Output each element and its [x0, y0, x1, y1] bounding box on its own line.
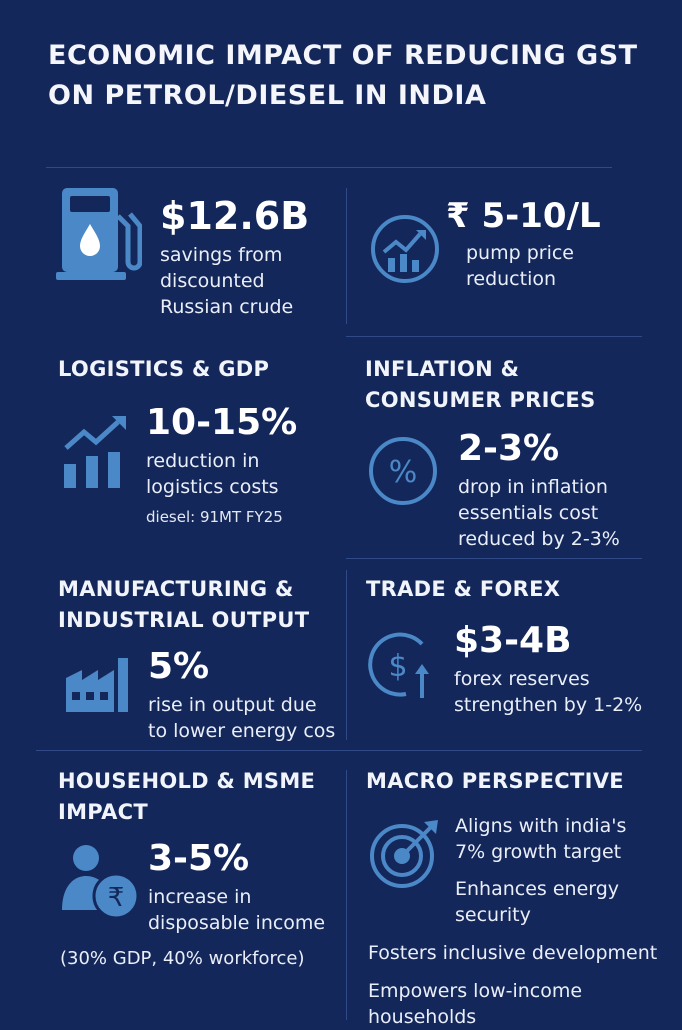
growth-chart-icon [62, 414, 128, 490]
household-value: 3-5% [148, 838, 250, 879]
page-title: ECONOMIC IMPACT OF REDUCING GST ON PETRO… [48, 40, 638, 111]
macro-heading: MACRO PERSPECTIVE [366, 769, 624, 793]
trade-desc: forex reserves strengthen by 1-2% [454, 668, 643, 716]
price-value: ₹ 5-10/L [446, 196, 601, 236]
manufacturing-value: 5% [148, 646, 210, 687]
manufacturing-desc: rise in output due to lower energy cos [148, 694, 336, 742]
factory-icon [66, 656, 132, 714]
percent-icon: % [368, 436, 438, 506]
savings-value: $12.6B [160, 194, 310, 238]
macro-bullet: Enhances energy security [455, 878, 620, 926]
divider [46, 167, 612, 168]
manufacturing-heading: MANUFACTURING & INDUSTRIAL OUTPUT [58, 577, 310, 632]
macro-bullet: Aligns with india's 7% growth target [455, 815, 627, 863]
trade-value: $3-4B [454, 620, 572, 661]
divider [346, 336, 642, 337]
chart-circle-icon [370, 214, 440, 284]
household-desc: increase in disposable income [148, 886, 326, 934]
inflation-heading: INFLATION & CONSUMER PRICES [365, 357, 596, 412]
dollar-up-icon: $ [366, 628, 438, 700]
svg-text:₹: ₹ [108, 883, 125, 913]
macro-bullet: Fosters inclusive development [368, 942, 658, 964]
svg-text:$: $ [388, 649, 407, 684]
price-desc: pump price reduction [466, 242, 574, 290]
trade-heading: TRADE & FOREX [366, 577, 561, 601]
divider [346, 188, 347, 324]
inflation-desc: drop in inflation essentials cost reduce… [458, 476, 620, 550]
divider [36, 750, 642, 751]
fuel-pump-icon [56, 186, 142, 284]
divider [346, 558, 642, 559]
target-icon [368, 818, 440, 890]
svg-text:%: % [389, 455, 418, 490]
logistics-desc: reduction in logistics costs [146, 450, 279, 498]
divider [346, 570, 347, 740]
household-heading: HOUSEHOLD & MSME IMPACT [58, 769, 316, 824]
macro-bullet: Empowers low-income households [368, 980, 583, 1028]
inflation-value: 2-3% [458, 428, 560, 469]
logistics-heading: LOGISTICS & GDP [58, 357, 270, 381]
logistics-value: 10-15% [146, 402, 298, 443]
divider [346, 770, 347, 1020]
logistics-note: diesel: 91MT FY25 [146, 508, 283, 526]
savings-desc: savings from discounted Russian crude [160, 244, 294, 318]
person-rupee-icon: ₹ [60, 844, 140, 920]
household-note: (30% GDP, 40% workforce) [60, 948, 305, 969]
